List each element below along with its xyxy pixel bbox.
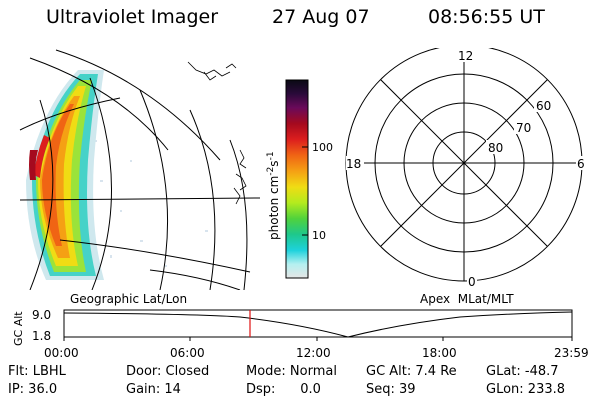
status-dsp: Dsp: 0.0 (246, 382, 321, 397)
time-readout: 08:56:55 UT (428, 6, 545, 28)
status-gc-alt: GC Alt: 7.4 Re (366, 364, 457, 379)
lat-label-70: 70 (516, 121, 531, 135)
status-gain: Gain: 14 (126, 382, 181, 397)
xtick-0600: 06:00 (170, 346, 205, 360)
altitude-timeline: GC Alt 9.0 1.8 00:00 06:00 12:00 18:00 2… (12, 308, 589, 360)
status-glon: GLon: 233.8 (486, 382, 566, 397)
date-readout: 27 Aug 07 (272, 6, 370, 28)
aurora-oval (26, 70, 104, 280)
timeline-ylabel: GC Alt (12, 311, 25, 346)
colorbar-gradient (285, 79, 309, 279)
colorbar: 100 10 photon cm-2s-1 (266, 79, 333, 279)
status-glat: GLat: -48.7 (486, 364, 559, 379)
altitude-curve (63, 311, 573, 338)
image-noise (95, 140, 208, 267)
ytick-low: 1.8 (32, 329, 51, 343)
status-mode: Mode: Normal (246, 364, 337, 379)
ytick-high: 9.0 (32, 308, 51, 322)
lat-label-60: 60 (536, 99, 551, 113)
app-title: Ultraviolet Imager (46, 6, 219, 28)
clock-label-6: 6 (577, 157, 585, 171)
xtick-1800: 18:00 (422, 346, 457, 360)
clock-label-18: 18 (346, 157, 361, 171)
apex-label: Apex MLat/MLT (420, 292, 514, 306)
xtick-2359: 23:59 (554, 346, 589, 360)
status-ip: IP: 36.0 (8, 382, 58, 397)
status-seq: Seq: 39 (366, 382, 416, 397)
status-filter: Flt: LBHL (8, 364, 66, 379)
polar-diagonal-2 (380, 79, 548, 247)
polar-mlt-plot: 12 18 6 0 60 70 80 (345, 48, 586, 288)
colorbar-tick-10: 10 (312, 229, 326, 242)
xtick-0000: 00:00 (44, 346, 79, 360)
clock-label-12: 12 (458, 49, 473, 63)
colorbar-label: photon cm-2s-1 (266, 151, 281, 240)
latlon-grid (19, 49, 260, 290)
colorbar-tick-100: 100 (312, 141, 333, 154)
status-door: Door: Closed (126, 364, 210, 379)
clock-label-0: 0 (468, 275, 476, 288)
lat-label-80: 80 (488, 141, 503, 155)
geographic-image-panel (19, 49, 260, 290)
xtick-1200: 12:00 (296, 346, 331, 360)
coastline (187, 61, 247, 205)
geographic-label: Geographic Lat/Lon (70, 292, 188, 306)
timeline-frame (63, 309, 573, 338)
